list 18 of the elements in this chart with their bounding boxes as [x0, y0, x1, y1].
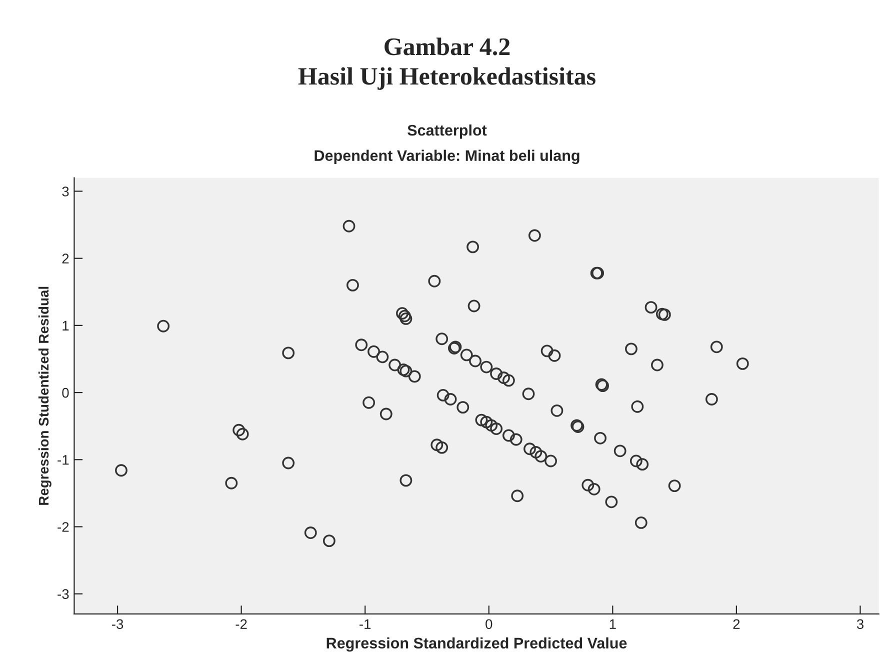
x-tick-label: 0: [486, 619, 492, 630]
y-tick-label: -3: [58, 589, 69, 600]
x-tick-label: -3: [112, 619, 124, 630]
chart-subtitle: Scatterplot Dependent Variable: Minat beli ulang: [314, 124, 580, 164]
x-tick-label: 2: [733, 619, 740, 629]
x-tick-label: -1: [360, 619, 371, 629]
x-tick-label: 1: [610, 619, 616, 629]
x-tick-label: 3: [856, 619, 864, 630]
x-axis-title: Regression Standardized Predicted Value: [326, 637, 627, 652]
y-tick-label: 0: [62, 388, 69, 398]
y-tick-label: 3: [62, 186, 69, 196]
chart-title: Gambar 4.2 Hasil Uji Heterokedastisitas: [298, 38, 596, 90]
y-tick-label: 1: [62, 320, 69, 330]
y-tick-label: -2: [58, 522, 69, 532]
x-tick-label: -2: [236, 619, 247, 629]
y-axis-title: Regression Studentized Residual: [38, 286, 52, 505]
y-tick-label: -1: [58, 455, 69, 465]
y-tick-label: 2: [62, 254, 69, 264]
